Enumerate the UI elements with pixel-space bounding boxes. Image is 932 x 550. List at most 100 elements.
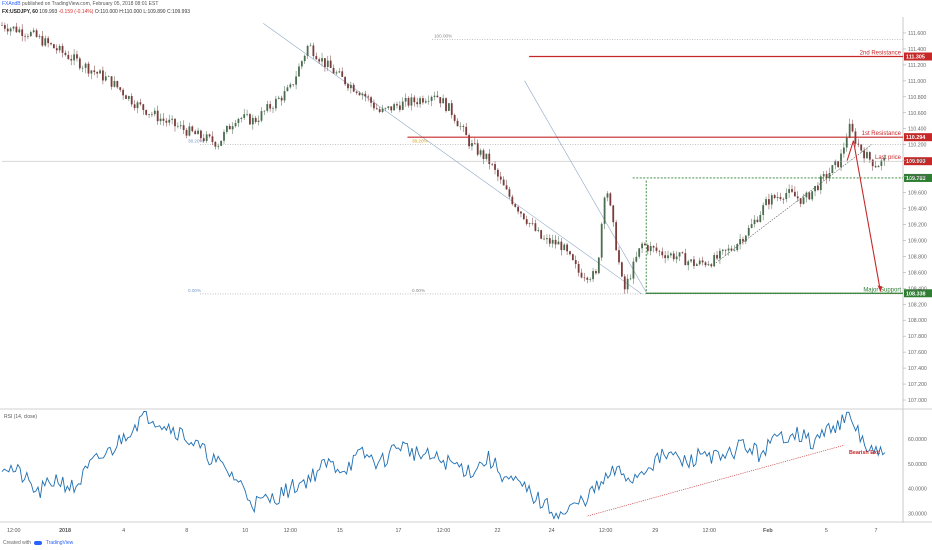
candle-body <box>681 252 684 254</box>
candle-body <box>632 261 635 279</box>
candle-body <box>828 173 831 179</box>
level-price-label: 109.783 <box>906 176 926 182</box>
candle-body <box>597 257 600 274</box>
candle-body <box>485 153 488 159</box>
candle-body <box>367 96 370 98</box>
bearish-projection-arrow <box>846 140 854 161</box>
candle-body <box>716 254 718 259</box>
level-name-label: 1st Resistance <box>862 131 902 137</box>
candle-body <box>81 67 84 69</box>
candle-body <box>822 174 825 177</box>
fib-level-label: 38.20% <box>412 139 428 144</box>
candle-body <box>811 191 814 200</box>
time-tick-label: 12:00 <box>599 528 613 534</box>
candle-body <box>646 245 649 252</box>
candle-body <box>15 26 18 33</box>
candle-body <box>600 223 603 258</box>
level-price-badge <box>904 52 932 61</box>
candle-body <box>603 197 606 224</box>
candle-body <box>220 140 223 146</box>
candle-body <box>635 256 638 262</box>
author-name[interactable]: FXAndB <box>2 1 21 7</box>
candle-body <box>401 101 404 110</box>
candle-body <box>540 230 543 239</box>
candle-body <box>24 35 26 37</box>
candle-body <box>151 113 153 115</box>
candle-body <box>202 138 205 141</box>
price-tick-label: 107.400 <box>908 366 927 372</box>
candle-body <box>589 279 592 280</box>
candle-body <box>779 197 782 199</box>
time-tick-label: 12:00 <box>284 528 298 534</box>
candle-body <box>860 144 863 151</box>
time-tick-label: 29 <box>652 528 658 534</box>
rsi-support-trendline <box>587 444 845 517</box>
candle-body <box>759 214 762 223</box>
price-tick-label: 108.800 <box>908 254 927 260</box>
candle-body <box>756 219 759 223</box>
candle-body <box>52 44 55 49</box>
candle-body <box>41 36 44 46</box>
candle-body <box>554 239 557 245</box>
candle-body <box>687 261 690 266</box>
candle-body <box>246 114 248 115</box>
candle-body <box>817 185 819 191</box>
time-tick-label: 22 <box>495 528 501 534</box>
candle-body <box>298 66 300 77</box>
price-tick-label: 108.200 <box>908 302 927 308</box>
candle-body <box>312 45 315 57</box>
price-tick-label: 110.000 <box>908 159 926 165</box>
candle-body <box>381 108 384 112</box>
candle-body <box>6 28 9 32</box>
candle-body <box>695 264 698 266</box>
candle-body <box>667 255 669 259</box>
candle-body <box>445 98 447 111</box>
time-tick-label: 24 <box>549 528 555 534</box>
footer: Created with TradingView <box>3 540 73 546</box>
candle-body <box>721 249 724 251</box>
level-price-label: 111.305 <box>906 54 925 60</box>
candle-body <box>765 199 767 206</box>
price-tick-label: 107.800 <box>908 334 927 340</box>
diagonal-trend-line <box>263 23 642 295</box>
candle-body <box>690 259 692 262</box>
candle-body <box>874 166 877 168</box>
candle-body <box>649 246 652 252</box>
candle-body <box>257 120 260 122</box>
candle-body <box>727 248 730 251</box>
candle-body <box>618 250 620 263</box>
price-tick-label: 107.000 <box>908 398 927 404</box>
candle-body <box>251 117 254 125</box>
candle-body <box>534 223 537 231</box>
rsi-tick-label: 60.0000 <box>908 437 927 443</box>
candle-body <box>672 253 675 260</box>
candle-body <box>280 97 283 101</box>
candle-body <box>497 169 499 177</box>
candle-body <box>185 129 188 136</box>
candle-body <box>505 185 508 190</box>
candle-body <box>370 97 372 103</box>
candle-body <box>398 105 401 110</box>
candle-body <box>652 246 655 248</box>
candle-body <box>857 143 860 145</box>
candle-body <box>332 67 335 74</box>
candle-body <box>577 264 580 273</box>
candle-body <box>422 98 424 103</box>
price-tick-label: 111.600 <box>908 31 926 37</box>
candle-body <box>499 176 502 180</box>
brand-text[interactable]: TradingView <box>45 540 74 546</box>
candle-body <box>295 76 297 85</box>
candle-body <box>866 152 868 159</box>
candle-body <box>67 55 70 60</box>
candle-body <box>742 239 744 242</box>
candle-body <box>188 126 191 136</box>
candle-body <box>208 134 211 137</box>
candle-body <box>223 131 225 141</box>
candle-body <box>182 125 185 130</box>
candle-body <box>713 254 716 267</box>
fib-level-label: 0.00% <box>412 288 425 293</box>
candle-body <box>808 192 811 200</box>
candle-body <box>3 25 6 29</box>
candle-body <box>44 38 47 46</box>
